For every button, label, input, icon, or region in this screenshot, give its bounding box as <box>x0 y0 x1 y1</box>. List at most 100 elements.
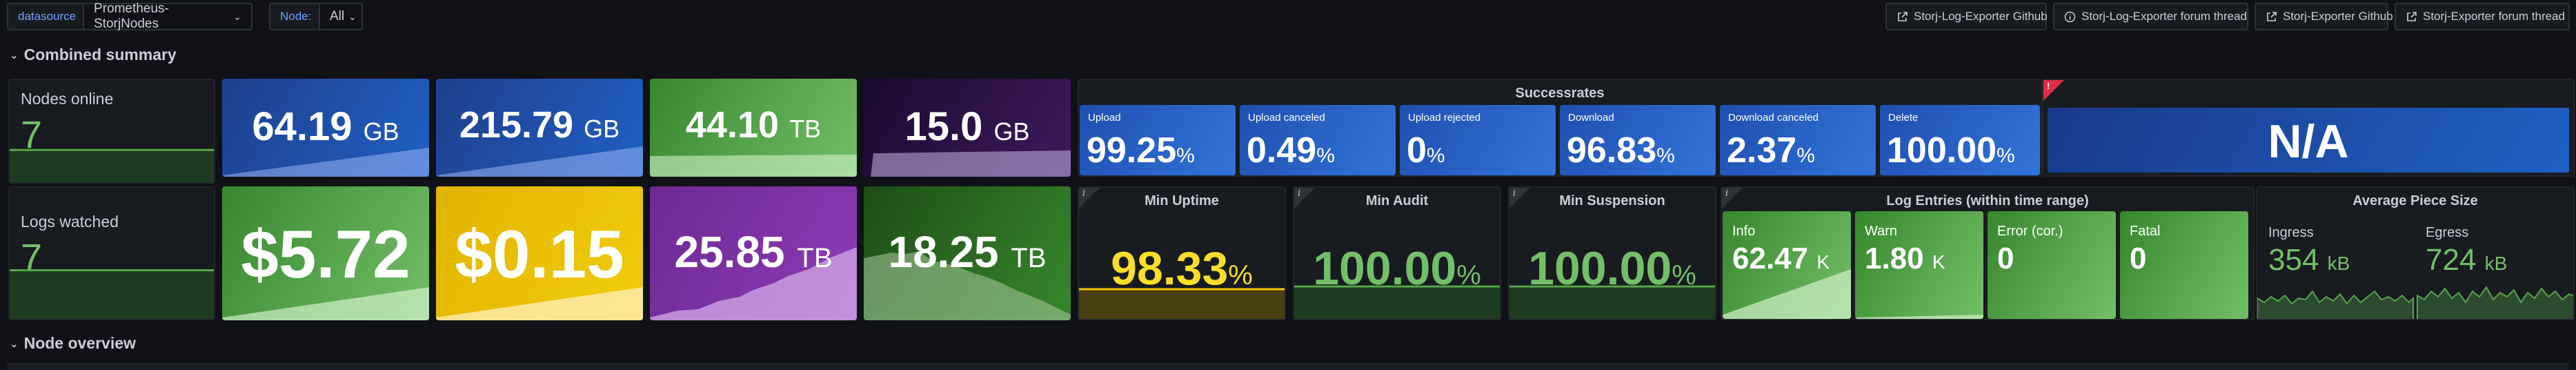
link-storj-log-exporter-github[interactable]: Storj-Log-Exporter Github <box>1885 3 2048 30</box>
external-link-icon <box>2266 11 2277 23</box>
panel-stat-currency-1: $5.72 <box>222 186 429 320</box>
stat-label: Delete <box>1888 112 1919 124</box>
chevron-down-icon: ⌄ <box>348 10 357 22</box>
sparkline <box>10 148 214 182</box>
link-storj-log-exporter-forum[interactable]: Storj-Log-Exporter forum thread <box>2053 3 2248 30</box>
panel-stat-gb-2: 215.79 GB <box>436 79 643 177</box>
stat-value: 7 <box>21 113 43 156</box>
warning-icon[interactable]: ! <box>2043 80 2064 101</box>
row-combined-summary[interactable]: ⌄ Combined summary <box>10 46 177 64</box>
stat-value: 96.83% <box>1567 130 1675 171</box>
next-row-panel-edge <box>7 363 2569 370</box>
stat-label: Warn <box>1865 224 1898 239</box>
stat-label: Upload canceled <box>1248 112 1325 124</box>
stat-value: 0% <box>1407 130 1445 171</box>
stat-value: 100.00% <box>1887 130 2015 171</box>
datasource-value: Prometheus-StorjNodes <box>94 1 169 31</box>
log-info: Info 62.47 K <box>1723 211 1851 319</box>
stat-label: Download canceled <box>1728 112 1819 124</box>
stat-label: Upload rejected <box>1408 112 1481 124</box>
link-label: Storj-Exporter forum thread <box>2423 10 2565 23</box>
chevron-down-icon: ⌄ <box>10 338 19 350</box>
stat-value: 64.19 GB <box>252 104 399 149</box>
stat-value: 1.80 K <box>1865 242 1945 275</box>
datasource-select[interactable]: Prometheus-StorjNodes ⌄ <box>83 1 252 31</box>
panel-stat-tb-2: 25.85 TB <box>650 186 857 320</box>
link-storj-exporter-forum[interactable]: Storj-Exporter forum thread <box>2395 3 2570 30</box>
node-label-text: Node: <box>280 10 312 23</box>
stat-value: 44.10 TB <box>685 104 822 146</box>
sparkline <box>10 269 214 319</box>
panel-stat-currency-2: $0.15 <box>436 186 643 320</box>
stat-value: 98.33% <box>1111 242 1253 295</box>
egress-label: Egress <box>2426 225 2469 240</box>
info-circle-icon <box>2064 11 2076 23</box>
stat-value: 25.85 TB <box>674 227 833 277</box>
ingress-value: 354 kB <box>2268 243 2350 277</box>
sparkline <box>1079 288 1285 319</box>
sparkline <box>650 155 857 177</box>
sparkline <box>864 251 1071 320</box>
panel-stat-gb-1: 64.19 GB <box>222 79 429 177</box>
successrate-delete: Delete 100.00% <box>1880 105 2040 175</box>
node-select[interactable]: All ⌄ <box>319 3 363 30</box>
external-link-icon <box>1896 11 1908 23</box>
sparkline <box>864 150 1071 177</box>
link-storj-exporter-github[interactable]: Storj-Exporter Github <box>2255 3 2393 30</box>
stat-value: 2.37% <box>1727 130 1815 171</box>
successrate-upload-canceled: Upload canceled 0.49% <box>1240 105 1396 175</box>
successrate-download-canceled: Download canceled 2.37% <box>1720 105 1876 175</box>
stat-value: 18.25 TB <box>888 227 1047 277</box>
row-title: Node overview <box>23 334 136 352</box>
panel-title: Min Audit <box>1365 193 1429 208</box>
stat-label: Fatal <box>2130 224 2161 239</box>
stat-label: Error (cor.) <box>1997 224 2063 239</box>
ingress-label: Ingress <box>2268 225 2314 240</box>
stat-value: N/A <box>2268 115 2349 168</box>
info-icon[interactable]: i <box>1509 188 1530 208</box>
sparkline <box>1509 285 1715 319</box>
sparkline <box>650 247 857 320</box>
panel-title: Nodes online <box>21 90 114 108</box>
external-link-icon <box>2406 11 2417 23</box>
link-label: Storj-Log-Exporter forum thread <box>2081 10 2247 23</box>
panel-average-piece-size: Average Piece Size Ingress 354 kB Egress… <box>2256 186 2575 320</box>
stat-value: 62.47 K <box>1732 242 1830 275</box>
successrate-upload: Upload 99.25% <box>1080 105 1236 175</box>
successrate-upload-rejected: Upload rejected 0% <box>1400 105 1556 175</box>
panel-nodes-online: Nodes online 7 <box>8 79 215 184</box>
panel-stat-tb-3: 18.25 TB <box>864 186 1071 320</box>
panel-min-audit: i Min Audit 100.00% <box>1293 186 1501 320</box>
panel-title: Log Entries (within time range) <box>1886 193 2089 208</box>
stat-value: 215.79 GB <box>459 104 620 146</box>
chevron-down-icon: ⌄ <box>10 49 19 61</box>
info-icon[interactable]: i <box>1294 188 1315 208</box>
panel-title: Logs watched <box>21 213 119 231</box>
node-value: All <box>330 9 345 23</box>
stat-value: 0.49% <box>1247 130 1335 171</box>
chevron-down-icon: ⌄ <box>233 10 241 22</box>
log-fatal: Fatal 0 <box>2120 211 2248 319</box>
log-warn: Warn 1.80 K <box>1855 211 1983 319</box>
stat-label: Upload <box>1088 112 1121 124</box>
stat-label: Info <box>1732 224 1756 239</box>
sparkline <box>436 287 643 320</box>
panel-title: Min Suspension <box>1559 193 1665 208</box>
datasource-label-text: datasource <box>18 10 77 23</box>
link-label: Storj-Exporter Github <box>2283 10 2393 23</box>
stat-value: $0.15 <box>455 216 624 292</box>
node-variable-label: Node: <box>269 3 323 30</box>
panel-min-suspension: i Min Suspension 100.00% <box>1508 186 1716 320</box>
info-icon[interactable]: i <box>1722 188 1743 208</box>
dashboard-toolbar: datasource Prometheus-StorjNodes ⌄ Node:… <box>0 0 2576 36</box>
sparkline <box>222 148 429 177</box>
row-node-overview[interactable]: ⌄ Node overview <box>10 334 136 353</box>
panel-na: N/A ! <box>2042 79 2575 177</box>
sparkline <box>222 287 429 320</box>
stat-value: 0 <box>1997 242 2014 275</box>
stat-value: 99.25% <box>1087 130 1195 171</box>
link-label: Storj-Log-Exporter Github <box>1914 10 2048 23</box>
info-icon[interactable]: i <box>1079 188 1100 208</box>
panel-min-uptime: i Min Uptime 98.33% <box>1078 186 1286 320</box>
datasource-variable-label: datasource <box>7 3 88 30</box>
